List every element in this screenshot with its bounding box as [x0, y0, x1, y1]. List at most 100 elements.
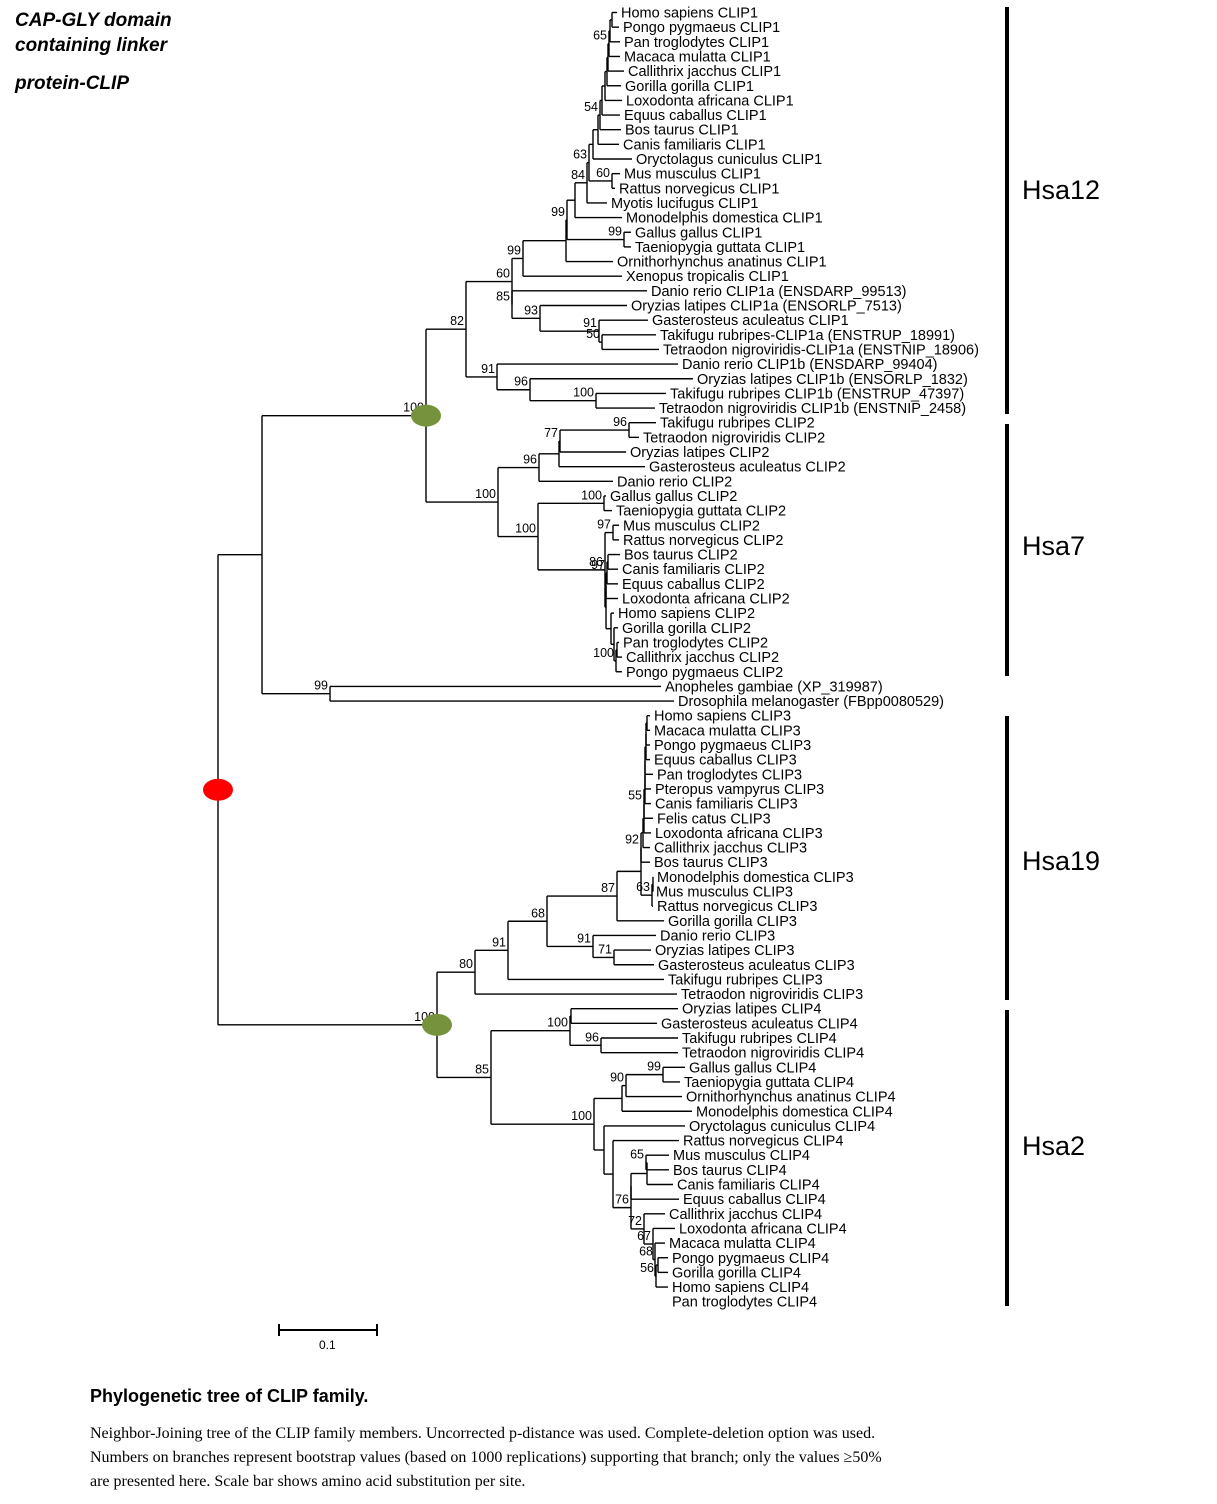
bootstrap-value: 50: [586, 327, 600, 341]
bootstrap-value: 100: [593, 646, 614, 660]
leaf-label: Homo sapiens CLIP4: [672, 1280, 809, 1296]
leaf-label: Callithrix jacchus CLIP3: [654, 841, 807, 857]
leaf-label: Takifugu rubripes CLIP1b (ENSTRUP_47397): [670, 386, 964, 402]
leaf-label: Callithrix jacchus CLIP2: [626, 650, 779, 666]
leaf-label: Rattus norvegicus CLIP3: [657, 899, 817, 915]
bootstrap-value: 100: [573, 386, 594, 400]
leaf-label: Callithrix jacchus CLIP4: [669, 1207, 822, 1223]
leaf-label: Pongo pygmaeus CLIP4: [672, 1251, 829, 1267]
leaf-label: Tetraodon nigroviridis CLIP3: [681, 987, 863, 1003]
leaf-label: Ornithorhynchus anatinus CLIP4: [686, 1090, 896, 1106]
bootstrap-value: 87: [601, 881, 615, 895]
bootstrap-value: 96: [585, 1030, 599, 1044]
clade-bars: Hsa12 Hsa7 Hsa19 Hsa2: [1005, 7, 1100, 1306]
leaf-label: Mus musculus CLIP3: [656, 885, 793, 901]
leaf-label: Oryzias latipes CLIP4: [682, 1002, 821, 1018]
leaf-label: Loxodonta africana CLIP1: [626, 93, 794, 109]
bootstrap-value: 85: [496, 290, 510, 304]
bootstrap-value: 90: [610, 1071, 624, 1085]
leaf-label: Oryzias latipes CLIP1b (ENSORLP_1832): [697, 372, 968, 388]
leaf-label: Monodelphis domestica CLIP4: [696, 1104, 893, 1120]
leaf-label: Pongo pygmaeus CLIP2: [626, 665, 783, 681]
bootstrap-value: 65: [593, 29, 607, 43]
leaf-label: Gasterosteus aculeatus CLIP4: [661, 1016, 858, 1032]
caption-text: Neighbor-Joining tree of the CLIP family…: [90, 1422, 1070, 1494]
bootstrap-value: 67: [637, 1229, 651, 1243]
bootstrap-value: 85: [475, 1062, 489, 1076]
bootstrap-labels: 6554606384999999509193856010096918296779…: [314, 29, 661, 1275]
caption-line: Numbers on branches represent bootstrap …: [90, 1449, 882, 1466]
leaf-label: Oryzias latipes CLIP3: [655, 943, 794, 959]
leaf-label: Loxodonta africana CLIP2: [622, 592, 790, 608]
leaf-label: Loxodonta africana CLIP3: [655, 826, 823, 842]
leaf-label: Oryzias latipes CLIP1a (ENSORLP_7513): [631, 299, 902, 315]
bootstrap-value: 91: [583, 316, 597, 330]
bootstrap-value: 63: [636, 880, 650, 894]
leaf-label: Canis familiaris CLIP4: [677, 1178, 820, 1194]
figure-title: CAP-GLY domain containing linker protein…: [15, 8, 172, 96]
caption-title: Phylogenetic tree of CLIP family.: [90, 1386, 369, 1406]
leaf-label: Canis familiaris CLIP2: [622, 562, 765, 578]
leaf-label: Anopheles gambiae (XP_319987): [665, 679, 883, 695]
bootstrap-value: 80: [459, 957, 473, 971]
clade-label: Hsa2: [1022, 1131, 1085, 1161]
leaf-label: Equus caballus CLIP1: [624, 108, 767, 124]
leaf-label: Rattus norvegicus CLIP1: [619, 181, 779, 197]
bootstrap-value: 100: [581, 488, 602, 502]
scale-bar-label: 0.1: [319, 1338, 336, 1352]
leaf-label: Gallus gallus CLIP4: [689, 1060, 816, 1076]
leaf-label: Oryzias latipes CLIP2: [630, 445, 769, 461]
caption-line: Neighbor-Joining tree of the CLIP family…: [90, 1425, 876, 1442]
leaf-label: Bos taurus CLIP4: [673, 1163, 787, 1179]
figure-title-line: protein-CLIP: [15, 73, 129, 94]
leaf-label: Danio rerio CLIP3: [660, 928, 775, 944]
leaf-label: Gorilla gorilla CLIP1: [625, 79, 754, 95]
duplication-node: [422, 1013, 452, 1036]
leaf-label: Pan troglodytes CLIP2: [623, 635, 768, 651]
leaf-label: Callithrix jacchus CLIP1: [628, 64, 781, 80]
bootstrap-value: 65: [630, 1148, 644, 1162]
duplication-node: [411, 404, 441, 427]
leaf-label: Pan troglodytes CLIP4: [672, 1295, 817, 1311]
leaf-label: Takifugu rubripes CLIP4: [682, 1031, 837, 1047]
clade-label: Hsa12: [1022, 175, 1100, 205]
leaf-label: Equus caballus CLIP2: [622, 577, 765, 593]
bootstrap-value: 86: [589, 555, 603, 569]
leaf-label: Mus musculus CLIP4: [673, 1148, 810, 1164]
bootstrap-value: 91: [577, 931, 591, 945]
leaf-label: Rattus norvegicus CLIP2: [623, 533, 783, 549]
bootstrap-value: 91: [481, 362, 495, 376]
leaf-label: Rattus norvegicus CLIP4: [683, 1134, 843, 1150]
bootstrap-value: 84: [571, 168, 585, 182]
bootstrap-value: 97: [591, 558, 605, 572]
leaf-label: Felis catus CLIP3: [657, 811, 771, 827]
leaf-label: Oryctolagus cuniculus CLIP4: [689, 1119, 875, 1135]
leaf-label: Bos taurus CLIP3: [654, 855, 768, 871]
bootstrap-value: 71: [598, 942, 612, 956]
leaf-label: Monodelphis domestica CLIP3: [657, 870, 854, 886]
bootstrap-value: 92: [625, 833, 639, 847]
bootstrap-value: 100: [571, 1109, 592, 1123]
leaf-label: Xenopus tropicalis CLIP1: [626, 269, 789, 285]
bootstrap-value: 60: [496, 267, 510, 281]
bootstrap-value: 56: [640, 1261, 654, 1275]
node-markers: [203, 404, 452, 1036]
leaf-label: Equus caballus CLIP4: [683, 1192, 826, 1208]
leaf-label: Gorilla gorilla CLIP3: [668, 914, 797, 930]
leaf-label: Danio rerio CLIP2: [617, 474, 732, 490]
leaf-label: Monodelphis domestica CLIP1: [626, 211, 823, 227]
bootstrap-value: 68: [639, 1245, 653, 1259]
leaf-label: Oryctolagus cuniculus CLIP1: [636, 152, 822, 168]
bootstrap-value: 99: [608, 225, 622, 239]
leaf-label: Pongo pygmaeus CLIP1: [623, 20, 780, 36]
leaf-label: Tetraodon nigroviridis CLIP2: [643, 430, 825, 446]
bootstrap-value: 77: [544, 426, 558, 440]
bootstrap-value: 96: [514, 375, 528, 389]
bootstrap-value: 63: [573, 148, 587, 162]
leaf-label: Loxodonta africana CLIP4: [679, 1221, 847, 1237]
leaf-label: Macaca mulatta CLIP1: [624, 49, 771, 65]
caption-line: are presented here. Scale bar shows amin…: [90, 1473, 526, 1490]
leaf-label: Gasterosteus aculeatus CLIP3: [658, 958, 855, 974]
